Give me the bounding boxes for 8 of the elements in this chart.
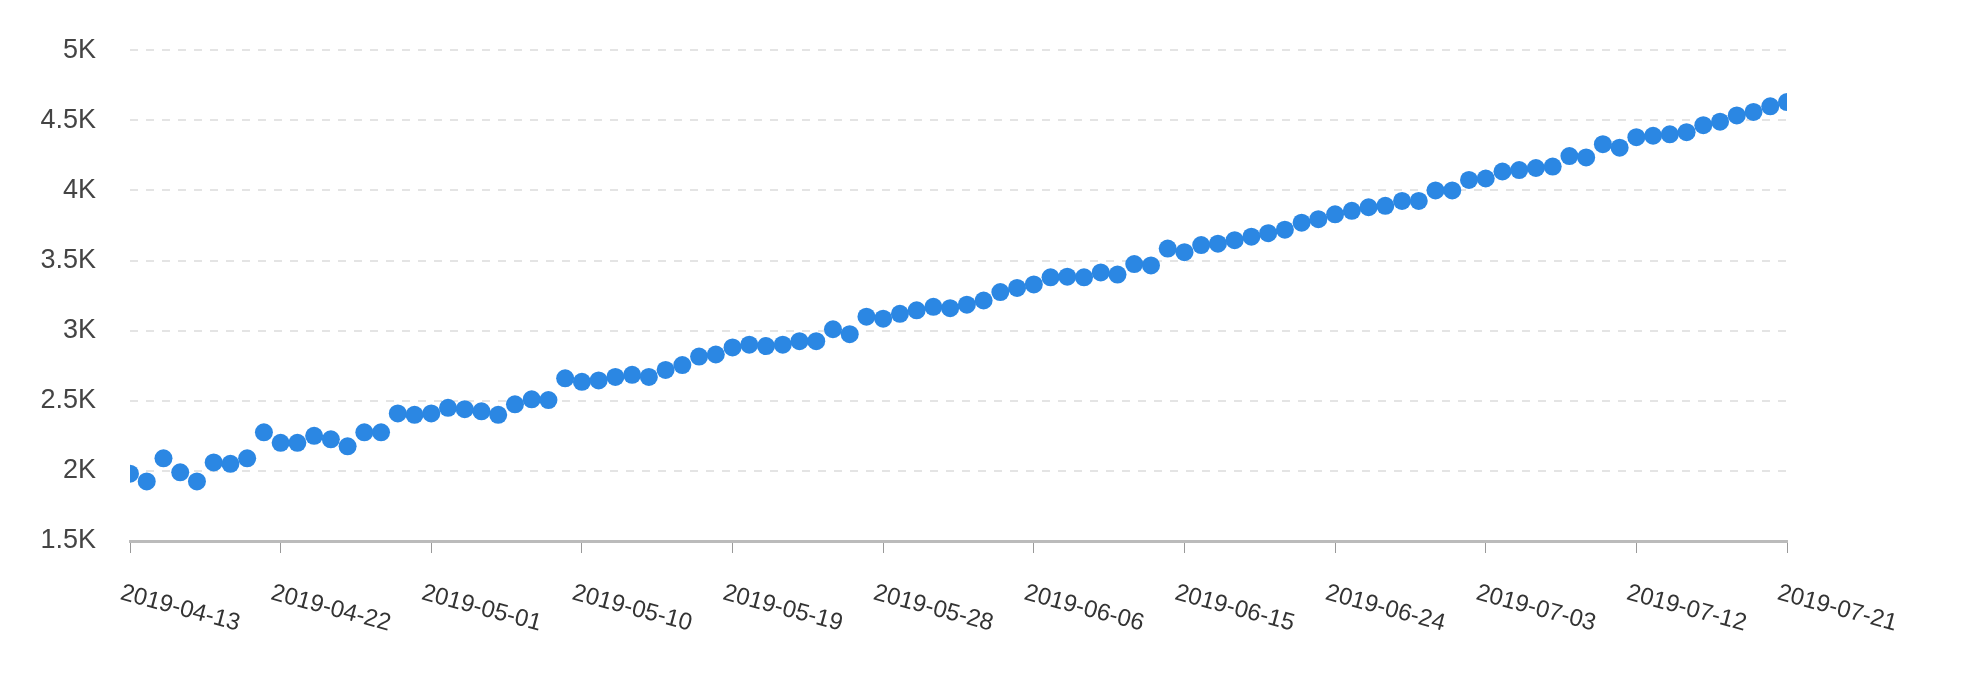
y-tick-label: 3.5K (40, 244, 96, 274)
y-tick-label: 2K (62, 454, 96, 485)
y-tick-label: 5K (62, 33, 96, 64)
y-tick-label: 4.5K (40, 103, 96, 134)
y-tick-label: 3K (62, 314, 96, 345)
y-tick-label: 2.5K (40, 384, 96, 415)
y-tick-label: 1.5K (40, 524, 96, 555)
y-tick-label: 4K (62, 173, 96, 204)
